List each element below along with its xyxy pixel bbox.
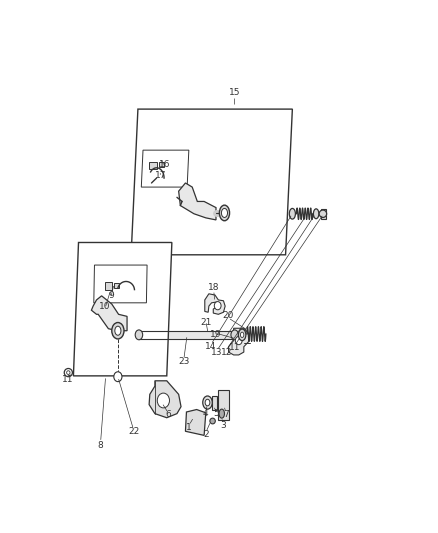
Text: 23: 23 bbox=[178, 357, 189, 366]
Text: 8: 8 bbox=[98, 441, 103, 450]
Polygon shape bbox=[105, 282, 112, 290]
Text: 15: 15 bbox=[229, 88, 240, 97]
Circle shape bbox=[157, 393, 170, 408]
Text: 17: 17 bbox=[155, 171, 166, 180]
Polygon shape bbox=[139, 330, 235, 339]
Circle shape bbox=[114, 372, 122, 382]
Text: 18: 18 bbox=[208, 283, 219, 292]
Text: 14: 14 bbox=[205, 342, 216, 351]
Text: 1: 1 bbox=[186, 423, 192, 432]
Text: 11: 11 bbox=[229, 343, 240, 352]
Ellipse shape bbox=[112, 322, 124, 339]
Text: 16: 16 bbox=[159, 160, 171, 169]
Ellipse shape bbox=[135, 330, 143, 340]
Polygon shape bbox=[185, 409, 206, 435]
Polygon shape bbox=[131, 109, 293, 255]
Ellipse shape bbox=[314, 209, 319, 219]
Ellipse shape bbox=[219, 205, 230, 221]
Circle shape bbox=[214, 302, 221, 310]
Circle shape bbox=[235, 336, 242, 345]
Text: 5: 5 bbox=[213, 409, 219, 418]
Text: 2: 2 bbox=[203, 430, 208, 439]
Ellipse shape bbox=[240, 332, 244, 337]
Ellipse shape bbox=[238, 329, 246, 341]
Ellipse shape bbox=[231, 330, 238, 340]
Ellipse shape bbox=[67, 371, 70, 375]
Polygon shape bbox=[212, 395, 217, 409]
Ellipse shape bbox=[319, 210, 327, 217]
Polygon shape bbox=[219, 390, 229, 420]
Text: 4: 4 bbox=[203, 409, 208, 418]
Text: 20: 20 bbox=[222, 311, 233, 320]
Polygon shape bbox=[149, 381, 181, 418]
Polygon shape bbox=[94, 265, 147, 303]
Ellipse shape bbox=[219, 409, 224, 418]
Text: 22: 22 bbox=[128, 427, 139, 436]
Polygon shape bbox=[92, 296, 127, 330]
Ellipse shape bbox=[64, 368, 72, 377]
Polygon shape bbox=[141, 150, 189, 187]
Polygon shape bbox=[114, 283, 119, 288]
Ellipse shape bbox=[205, 399, 210, 406]
Text: 11: 11 bbox=[62, 375, 74, 384]
Text: 3: 3 bbox=[220, 422, 226, 431]
Polygon shape bbox=[205, 294, 225, 314]
Text: 9: 9 bbox=[108, 292, 113, 300]
Polygon shape bbox=[159, 161, 164, 167]
Ellipse shape bbox=[290, 208, 295, 219]
Text: 7: 7 bbox=[223, 410, 229, 419]
Polygon shape bbox=[149, 161, 156, 168]
Polygon shape bbox=[321, 209, 326, 219]
Ellipse shape bbox=[222, 208, 227, 217]
Ellipse shape bbox=[203, 396, 212, 409]
Text: 12: 12 bbox=[220, 348, 232, 357]
Text: 21: 21 bbox=[200, 318, 212, 327]
Text: 19: 19 bbox=[210, 330, 222, 340]
Polygon shape bbox=[179, 183, 216, 220]
Text: 13: 13 bbox=[211, 348, 223, 357]
Text: 10: 10 bbox=[99, 302, 111, 311]
Ellipse shape bbox=[210, 418, 215, 424]
Text: 6: 6 bbox=[166, 410, 171, 419]
Ellipse shape bbox=[115, 326, 121, 335]
Polygon shape bbox=[74, 243, 172, 376]
Polygon shape bbox=[229, 328, 250, 355]
